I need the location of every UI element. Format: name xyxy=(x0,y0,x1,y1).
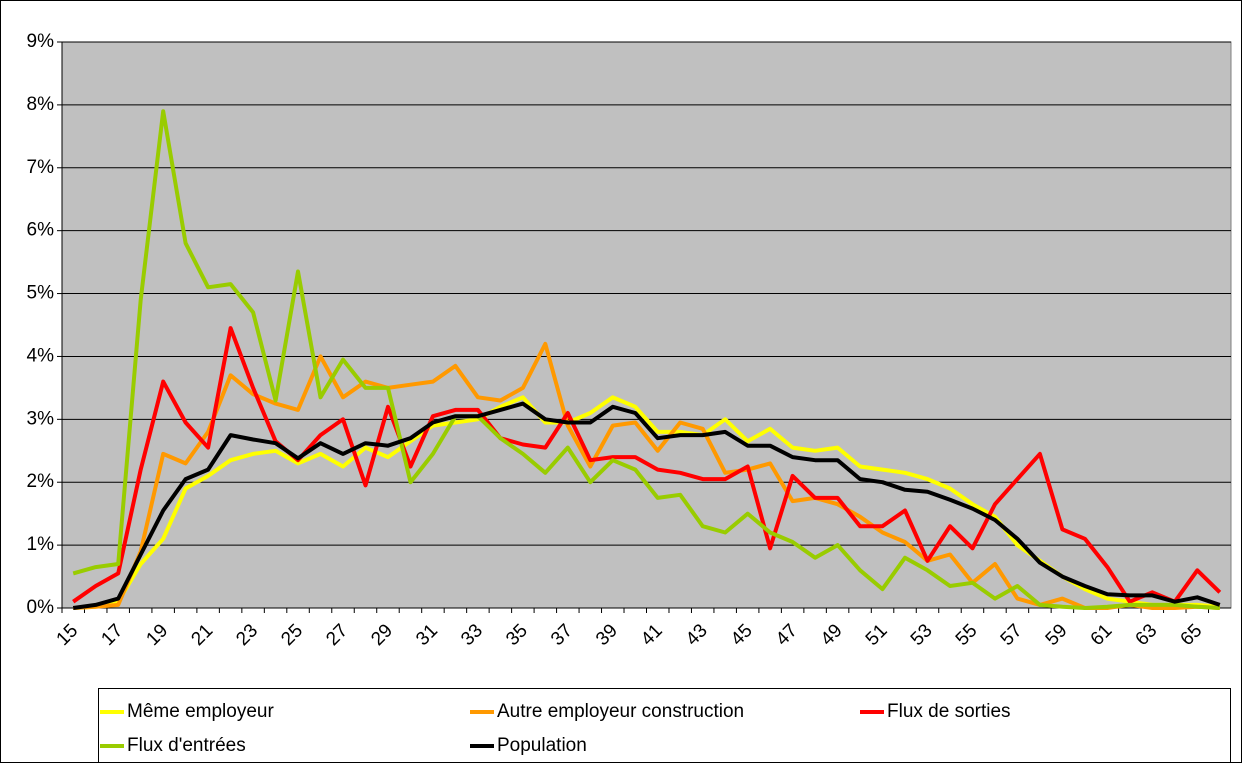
series-line xyxy=(72,326,1222,604)
legend-label: Population xyxy=(497,735,587,756)
y-tick-label: 4% xyxy=(27,345,55,366)
y-tick-label: 6% xyxy=(27,220,55,241)
legend-label: Autre employeur construction xyxy=(497,701,744,722)
y-tick-label: 2% xyxy=(27,471,55,492)
legend-label: Même employeur xyxy=(127,701,274,722)
y-tick-label: 3% xyxy=(27,408,55,429)
legend-label: Flux d'entrées xyxy=(127,735,246,756)
series-line xyxy=(72,401,1221,610)
y-tick-label: 1% xyxy=(27,534,55,555)
y-tick-label: 7% xyxy=(27,157,55,178)
legend-box xyxy=(98,688,1231,763)
y-tick-label: 9% xyxy=(27,31,55,52)
y-tick-label: 8% xyxy=(27,94,55,115)
plot-area xyxy=(61,41,1232,609)
series-line xyxy=(72,109,1220,610)
y-tick-label: 5% xyxy=(27,283,55,304)
y-tick-label: 0% xyxy=(27,597,55,618)
legend-label: Flux de sorties xyxy=(887,701,1011,722)
series-line xyxy=(73,341,1220,610)
